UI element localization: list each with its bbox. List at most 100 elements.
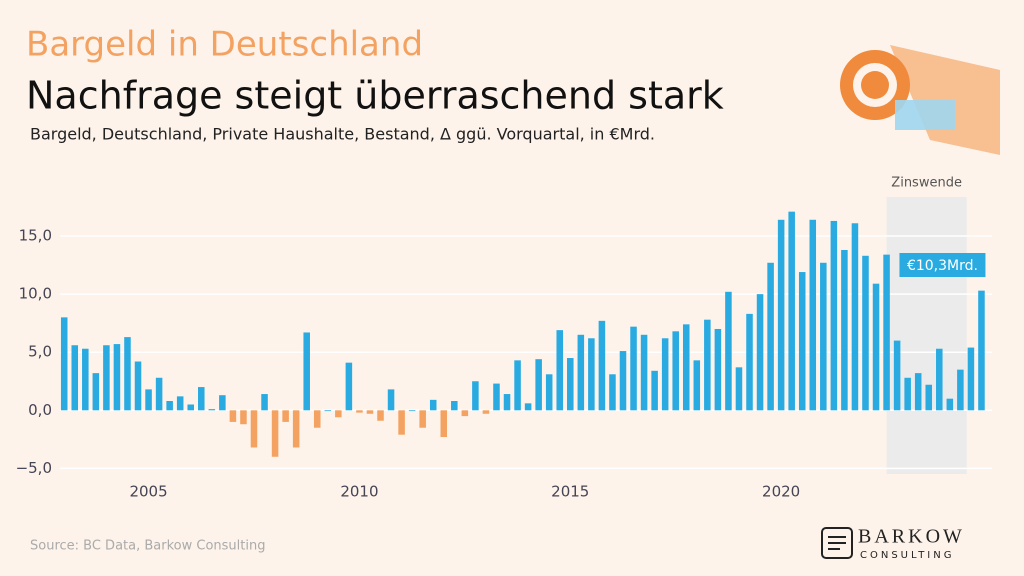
bar <box>134 361 142 411</box>
bar <box>82 348 89 411</box>
bar <box>124 337 131 411</box>
bar <box>893 340 901 411</box>
bar <box>324 410 332 412</box>
bar <box>598 320 606 411</box>
bar <box>271 410 279 457</box>
y-tick-label: −5,0 <box>16 459 52 477</box>
value-label-bg <box>899 253 986 277</box>
bar <box>503 394 511 411</box>
description: Bargeld, Deutschland, Private Haushalte,… <box>30 125 655 144</box>
bar <box>904 377 911 411</box>
bar <box>672 331 679 411</box>
bar <box>145 389 152 411</box>
bar <box>946 398 954 411</box>
bar <box>250 410 258 448</box>
x-tick-label: 2020 <box>762 483 800 501</box>
bar <box>535 359 542 411</box>
bar <box>588 338 595 411</box>
bar <box>788 211 795 411</box>
bar <box>208 409 216 411</box>
bar <box>482 410 490 414</box>
bar <box>693 360 701 411</box>
bar <box>493 383 500 411</box>
subtitle: Nachfrage steigt überraschend stark <box>26 74 724 118</box>
bar <box>872 283 880 411</box>
bar <box>830 220 838 411</box>
bar <box>176 396 184 411</box>
bar <box>619 351 627 411</box>
bar <box>198 387 205 411</box>
illustration <box>840 45 1000 155</box>
bar <box>914 373 922 411</box>
bar <box>967 347 975 411</box>
value-label: €10,3Mrd. <box>907 258 978 274</box>
bar <box>936 348 943 411</box>
shade <box>886 197 967 474</box>
logo-sub: CONSULTING <box>860 550 954 561</box>
bar <box>356 410 363 413</box>
bar <box>735 367 743 411</box>
bar <box>714 328 722 411</box>
bar <box>809 219 817 411</box>
bar <box>240 410 247 425</box>
bar <box>472 381 479 411</box>
bar <box>92 373 100 411</box>
bar <box>577 334 585 411</box>
bar <box>756 294 764 411</box>
bar <box>113 344 121 411</box>
bar <box>862 255 869 411</box>
bar <box>345 362 353 411</box>
bar <box>313 410 321 428</box>
bar <box>187 404 195 411</box>
bar <box>798 272 806 411</box>
bar <box>841 249 848 411</box>
bar <box>219 395 226 411</box>
bar <box>524 403 532 411</box>
source: Source: BC Data, Barkow Consulting <box>30 539 265 554</box>
bar <box>377 410 384 421</box>
bar <box>545 374 553 411</box>
title: Bargeld in Deutschland <box>26 25 423 65</box>
bar <box>609 374 616 411</box>
bar <box>767 262 774 411</box>
bar <box>777 219 785 411</box>
x-tick-label: 2010 <box>340 483 378 501</box>
bar <box>556 330 564 411</box>
bar <box>335 410 342 418</box>
y-tick-label: 15,0 <box>19 227 52 245</box>
bar <box>851 223 859 411</box>
bar <box>514 360 521 411</box>
bar <box>398 410 405 435</box>
bar <box>461 410 469 417</box>
bar <box>661 338 669 411</box>
bar <box>883 254 890 411</box>
bar <box>303 332 310 411</box>
bar <box>630 326 637 411</box>
bar <box>820 262 827 411</box>
bar <box>746 313 753 411</box>
y-tick-label: 5,0 <box>28 343 52 361</box>
bar <box>366 410 374 414</box>
bar <box>387 389 395 411</box>
bar <box>925 384 933 411</box>
x-tick-label: 2005 <box>129 483 167 501</box>
logo-text: BARKOW <box>858 526 965 548</box>
bar <box>978 290 985 411</box>
bar <box>166 401 173 411</box>
bar <box>103 345 110 411</box>
bar <box>155 377 163 411</box>
bar <box>229 410 237 422</box>
bar <box>725 291 732 411</box>
y-tick-label: 0,0 <box>28 401 52 419</box>
y-tick-label: 10,0 <box>19 285 52 303</box>
bar <box>957 369 964 411</box>
bar <box>419 410 426 428</box>
bar <box>60 317 68 411</box>
bar <box>71 345 79 411</box>
bar <box>292 410 300 448</box>
bar <box>408 410 416 412</box>
bar <box>704 319 711 411</box>
shade-label: Zinswende <box>891 176 962 191</box>
bar <box>451 401 458 411</box>
